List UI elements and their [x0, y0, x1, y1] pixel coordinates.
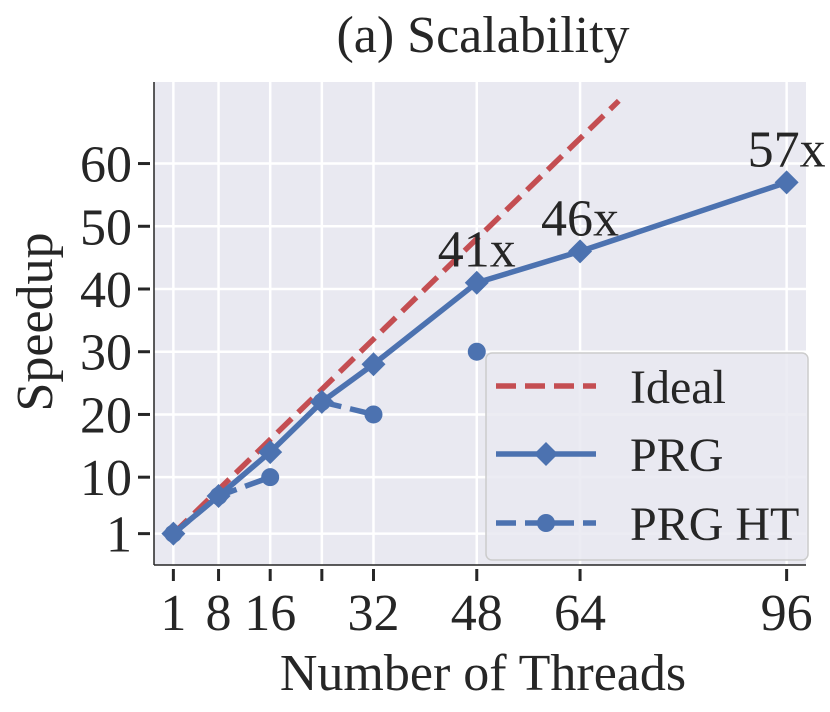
- y-axis-label: Speedup: [7, 232, 64, 411]
- legend-label: Ideal: [630, 361, 726, 414]
- prg-point: [361, 352, 386, 377]
- x-tick-label: 64: [554, 585, 606, 642]
- annotation-label: 46x: [541, 190, 619, 247]
- prg-point: [568, 239, 593, 264]
- prg-point: [258, 440, 283, 465]
- chart-title: (a) Scalability: [336, 7, 629, 64]
- prg-line: [171, 179, 788, 536]
- x-tick-label: 96: [761, 585, 813, 642]
- prg-point: [206, 484, 231, 508]
- x-tick-label: 48: [451, 585, 503, 642]
- x-axis-label: Number of Threads: [280, 645, 686, 702]
- prg-point: [309, 389, 334, 414]
- legend-box: [485, 352, 809, 561]
- prg-ht-point: [261, 468, 280, 487]
- y-tick-label: 30: [80, 325, 132, 382]
- y-tick-label: 50: [80, 199, 132, 256]
- data-layer: [161, 98, 799, 546]
- legend-marker: [534, 442, 558, 466]
- ideal-line: [171, 98, 621, 536]
- annotation-label: 41x: [438, 222, 516, 279]
- prg-point: [774, 170, 799, 195]
- y-tick-label: 1: [106, 507, 132, 564]
- x-tick-label: 16: [244, 585, 296, 642]
- legend: Ideal PRG PRG HT: [485, 352, 809, 561]
- prg-ht-point: [364, 405, 383, 424]
- legend-marker: [537, 514, 555, 532]
- legend-label: PRG HT: [630, 498, 799, 551]
- prg-point: [464, 270, 489, 295]
- y-tick-label: 60: [80, 137, 132, 194]
- legend-label: PRG: [630, 429, 723, 482]
- y-tick-label: 20: [80, 387, 132, 444]
- annotation-label: 57x: [748, 121, 826, 178]
- prg-point: [161, 521, 186, 546]
- y-tick-label: 40: [80, 262, 132, 319]
- prg-ht-point: [467, 342, 486, 361]
- x-tick-label: 8: [206, 585, 232, 642]
- y-tick-label: 10: [80, 450, 132, 507]
- x-tick-label: 32: [347, 585, 399, 642]
- x-tick-label: 1: [160, 585, 186, 642]
